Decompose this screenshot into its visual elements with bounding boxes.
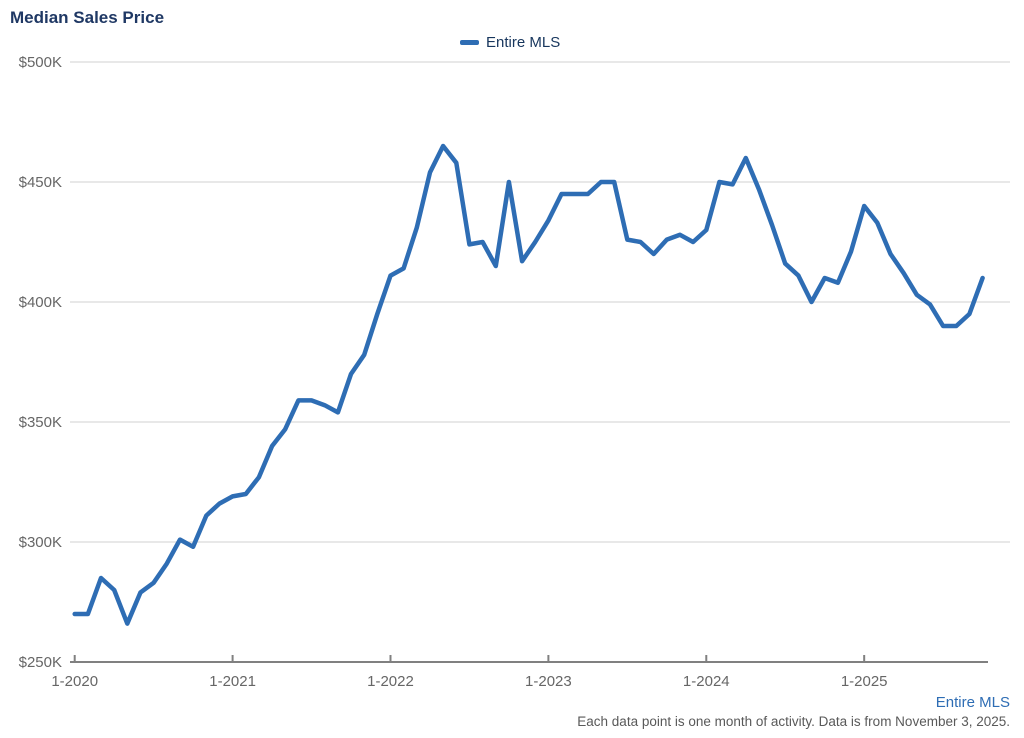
y-axis-label: $300K xyxy=(19,534,62,551)
x-axis-label: 1-2024 xyxy=(683,673,730,690)
x-axis-label: 1-2023 xyxy=(525,673,572,690)
legend-item-entire-mls[interactable]: Entire MLS xyxy=(460,34,560,51)
y-axis-label: $500K xyxy=(19,54,62,71)
y-axis-label: $450K xyxy=(19,174,62,191)
footer-note: Each data point is one month of activity… xyxy=(577,714,1010,729)
y-axis-label: $250K xyxy=(19,654,62,671)
entire-mls-link[interactable]: Entire MLS xyxy=(935,694,1010,711)
y-axis-label: $400K xyxy=(19,294,62,311)
x-axis-label: 1-2020 xyxy=(51,673,98,690)
legend-line-swatch xyxy=(460,40,479,45)
x-axis-label: 1-2021 xyxy=(209,673,256,690)
x-axis-label: 1-2025 xyxy=(841,673,888,690)
median-price-line xyxy=(72,143,985,626)
x-axis-label: 1-2022 xyxy=(367,673,414,690)
legend-label: Entire MLS xyxy=(486,34,561,51)
chart-title: Median Sales Price xyxy=(10,8,165,27)
y-axis-label: $350K xyxy=(19,414,62,431)
